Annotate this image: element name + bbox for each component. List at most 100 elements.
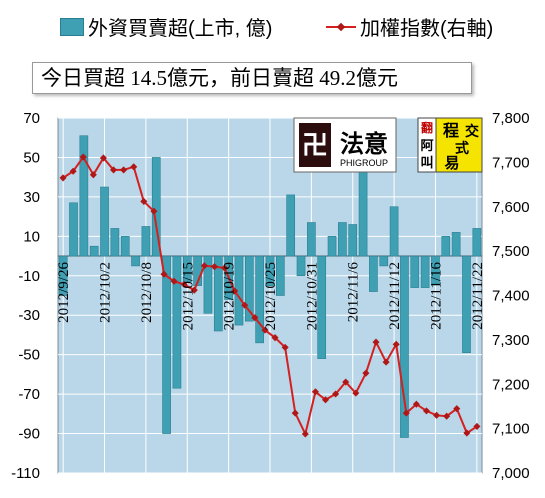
bar xyxy=(244,255,254,322)
bar xyxy=(162,255,171,434)
bar xyxy=(89,245,99,257)
legend-bar-swatch xyxy=(60,17,84,36)
bar xyxy=(203,255,213,314)
bar xyxy=(131,255,140,267)
y-tick-left: 70 xyxy=(23,110,40,127)
bar xyxy=(400,255,409,438)
summary-text: 今日買超 14.5億元，前日賣超 49.2億元 xyxy=(41,66,398,90)
line-point xyxy=(170,277,178,285)
logo2-char-5: 易 xyxy=(444,154,459,172)
bar xyxy=(327,236,337,257)
line-point xyxy=(342,378,350,386)
y-tick-right: 7,500 xyxy=(492,243,530,260)
line-point xyxy=(109,166,118,174)
line-point xyxy=(422,407,431,415)
bar xyxy=(182,255,192,282)
y-tick-left: -70 xyxy=(18,386,40,403)
legend-line-item: 加權指數(右軸) xyxy=(326,12,493,41)
bar xyxy=(255,255,264,344)
x-tick-label: 2012/11/12 xyxy=(387,262,403,330)
y-tick-left: 50 xyxy=(23,149,40,166)
line-point xyxy=(443,412,451,420)
x-tick-label: 2012/10/15 xyxy=(180,262,196,330)
y-tick-right: 7,300 xyxy=(492,332,530,349)
bar xyxy=(307,222,316,257)
y-tick-right: 7,400 xyxy=(492,288,530,305)
line-point xyxy=(311,388,319,396)
y-tick-right: 7,700 xyxy=(492,154,530,171)
line-point xyxy=(59,174,67,182)
line-point xyxy=(130,163,138,171)
legend-line-swatch xyxy=(326,19,356,35)
line-point xyxy=(291,409,299,417)
logo2-char-0: 阿 xyxy=(420,139,433,154)
line-point xyxy=(453,405,461,413)
line-point xyxy=(241,301,249,309)
bar xyxy=(441,236,451,257)
line-point xyxy=(352,389,360,397)
x-tick-label: 2012/11/16 xyxy=(428,262,444,330)
logo2-char-2: 程 xyxy=(443,121,459,140)
phigroup-logo: 卍 法意 PHIGROUP xyxy=(293,117,397,173)
y-tick-right: 7,000 xyxy=(492,465,530,482)
line-point xyxy=(433,411,441,419)
line-point xyxy=(160,270,168,278)
bar xyxy=(286,194,296,257)
line-point xyxy=(200,262,208,270)
bar xyxy=(296,255,306,277)
line-point xyxy=(120,166,128,174)
x-tick-label: 2012/11/6 xyxy=(346,262,362,323)
x-tick-label: 2012/10/2 xyxy=(98,262,114,323)
bar xyxy=(379,255,389,267)
bar xyxy=(213,255,223,332)
line-point xyxy=(231,287,239,295)
bar xyxy=(431,255,440,284)
line-point xyxy=(281,343,289,351)
bar xyxy=(79,135,89,257)
bar xyxy=(110,228,120,257)
bar xyxy=(120,236,130,257)
y-tick-right: 7,600 xyxy=(492,199,530,216)
logo2-char-4: 交 xyxy=(465,123,479,140)
bar xyxy=(369,255,378,292)
line-point xyxy=(210,263,219,271)
line-point xyxy=(221,264,229,272)
y-tick-right: 7,100 xyxy=(492,421,530,438)
logo2-char-1: 叫 xyxy=(420,155,433,171)
x-tick-label: 2012/10/8 xyxy=(139,262,155,323)
y-tick-left: -10 xyxy=(18,268,40,285)
y-tick-right: 7,800 xyxy=(492,110,530,127)
logos: 卍 法意 PHIGROUP 翻 阿 叫 程 式 交 易 xyxy=(293,117,483,173)
line-point xyxy=(99,154,107,162)
line-point xyxy=(261,326,269,334)
legend-bar-label: 外資買賣超(上市, 億) xyxy=(88,18,273,40)
line-point xyxy=(190,286,198,294)
legend-bar-item: 外資買賣超(上市, 億) xyxy=(60,12,272,41)
bar xyxy=(151,157,161,257)
x-tick-label: 2012/10/19 xyxy=(222,262,238,330)
logo2-top: 翻 xyxy=(421,120,433,135)
x-tick-label: 2012/10/31 xyxy=(304,262,320,330)
bar xyxy=(58,255,68,296)
line-point xyxy=(392,340,400,348)
line-point xyxy=(463,429,471,437)
x-tick-label: 2012/10/25 xyxy=(263,262,279,330)
line-point xyxy=(79,153,87,161)
line-point xyxy=(140,197,148,205)
bar xyxy=(276,255,285,296)
bar xyxy=(69,202,78,257)
y-tick-left: 30 xyxy=(23,189,40,206)
y-tick-left: -110 xyxy=(11,465,40,482)
bar xyxy=(389,206,399,257)
summary-box: 今日買超 14.5億元，前日賣超 49.2億元 xyxy=(32,62,472,94)
logo2-char-3: 式 xyxy=(455,140,469,157)
x-tick-label: 2012/11/22 xyxy=(470,262,486,330)
line-point xyxy=(271,334,279,342)
y-tick-left: -50 xyxy=(18,347,40,364)
line-point xyxy=(402,409,410,417)
line-point xyxy=(301,430,309,438)
line-point xyxy=(362,369,370,377)
y-tick-left: 10 xyxy=(23,228,40,245)
line-point xyxy=(332,390,340,398)
